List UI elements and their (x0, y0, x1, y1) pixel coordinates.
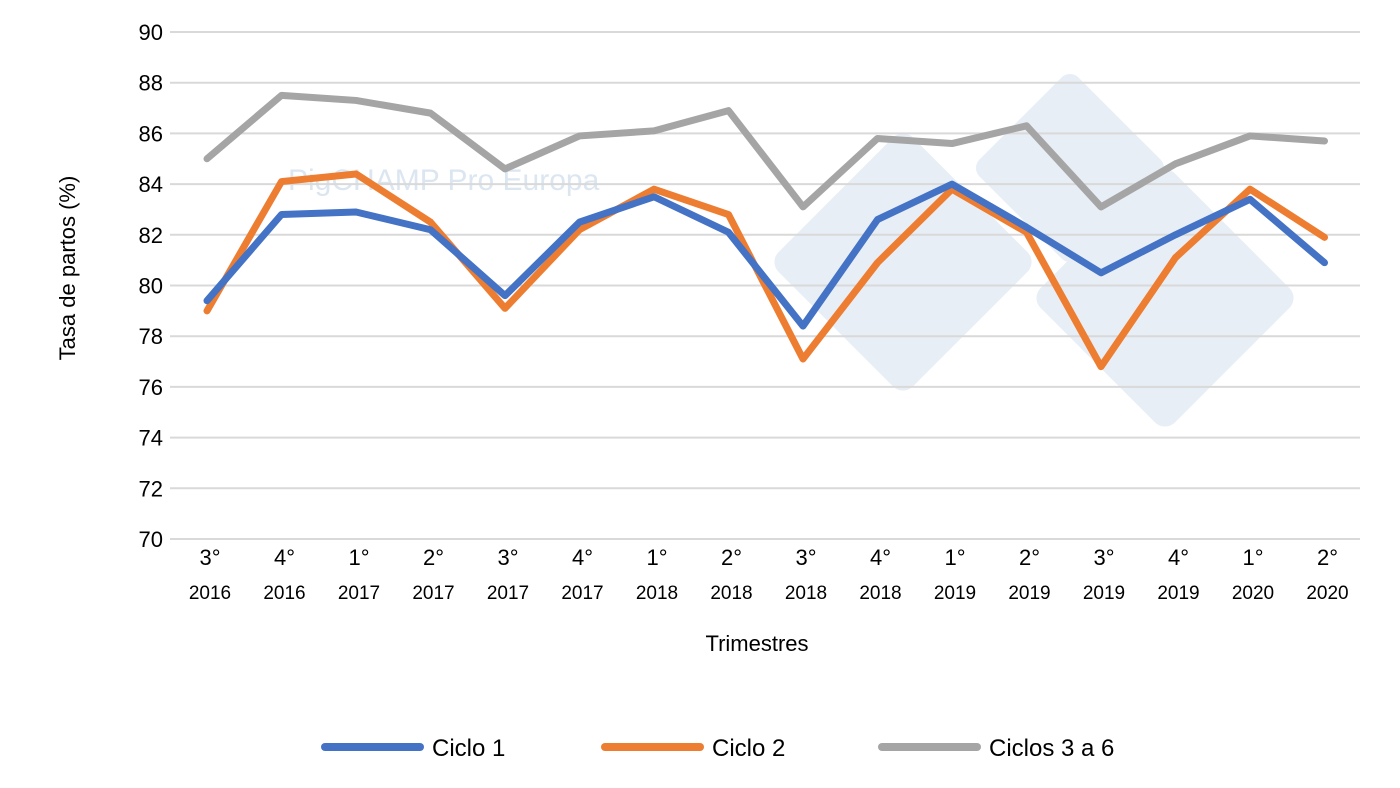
y-tick-label: 72 (139, 476, 163, 501)
x-tick-label-quarter: 4° (1168, 545, 1189, 570)
y-tick-label: 84 (139, 172, 163, 197)
y-tick-label: 70 (139, 527, 163, 552)
x-tick-label-year: 2019 (1157, 583, 1199, 604)
x-tick-label-quarter: 3° (199, 545, 220, 570)
watermark-text: PigCHAMP Pro Europa (288, 164, 600, 197)
series-line-ciclo-2 (203, 170, 1328, 371)
y-tick-label: 82 (139, 223, 163, 248)
series-lines (203, 91, 1328, 371)
series-line-ciclos-3-a-6 (203, 91, 1328, 211)
x-tick-label-year: 2017 (412, 583, 454, 604)
x-tick-label-year: 2017 (338, 583, 380, 604)
legend-label: Ciclo 2 (712, 735, 785, 762)
legend-label: Ciclo 1 (432, 735, 505, 762)
x-tick-label-quarter: 3° (497, 545, 518, 570)
legend-label: Ciclos 3 a 6 (989, 735, 1114, 762)
x-tick-label-quarter: 2° (423, 545, 444, 570)
x-tick-label-year: 2019 (1008, 583, 1050, 604)
y-tick-label: 90 (139, 20, 163, 45)
x-tick-label-quarter: 4° (870, 545, 891, 570)
x-tick-label-quarter: 1° (944, 545, 965, 570)
x-tick-label-quarter: 1° (348, 545, 369, 570)
x-tick-label-year: 2018 (710, 583, 752, 604)
x-tick-label-quarter: 1° (1242, 545, 1263, 570)
x-tick-label-quarter: 2° (1019, 545, 1040, 570)
x-tick-label-quarter: 3° (1093, 545, 1114, 570)
x-tick-label-year: 2018 (636, 583, 678, 604)
x-tick-label-year: 2018 (859, 583, 901, 604)
y-tick-labels: 70 72 74 76 78 80 82 84 86 88 90 (139, 20, 163, 552)
y-tick-label: 86 (139, 121, 163, 146)
y-tick-label: 78 (139, 324, 163, 349)
x-tick-label-year: 2017 (487, 583, 529, 604)
y-tick-label: 88 (139, 71, 163, 96)
x-tick-label-quarter: 3° (795, 545, 816, 570)
y-tick-label: 80 (139, 274, 163, 299)
x-tick-label-year: 2020 (1306, 583, 1348, 604)
x-tick-label-year: 2019 (1083, 583, 1125, 604)
legend: Ciclo 1 Ciclo 2 Ciclos 3 a 6 (321, 735, 1114, 762)
y-tick-label: 74 (139, 426, 163, 451)
x-tick-label-quarter: 2° (1317, 545, 1338, 570)
x-tick-label-quarter: 4° (572, 545, 593, 570)
x-tick-label-year: 2018 (785, 583, 827, 604)
x-tick-label-year: 2016 (189, 583, 231, 604)
y-axis-title: Tasa de partos (%) (55, 176, 80, 361)
x-tick-label-year: 2020 (1232, 583, 1274, 604)
x-tick-label-quarter: 4° (274, 545, 295, 570)
x-tick-labels: 3° 2016 4° 2016 1° 2017 2° 2017 3° 2017 4° 2017 1° 20… (189, 545, 1349, 604)
x-axis-title: Trimestres (705, 631, 808, 656)
x-tick-label-year: 2016 (263, 583, 305, 604)
series-line-ciclo-1 (203, 180, 1328, 330)
x-tick-label-quarter: 2° (721, 545, 742, 570)
x-tick-label-quarter: 1° (646, 545, 667, 570)
x-tick-label-year: 2017 (561, 583, 603, 604)
y-tick-label: 76 (139, 375, 163, 400)
x-tick-label-year: 2019 (934, 583, 976, 604)
